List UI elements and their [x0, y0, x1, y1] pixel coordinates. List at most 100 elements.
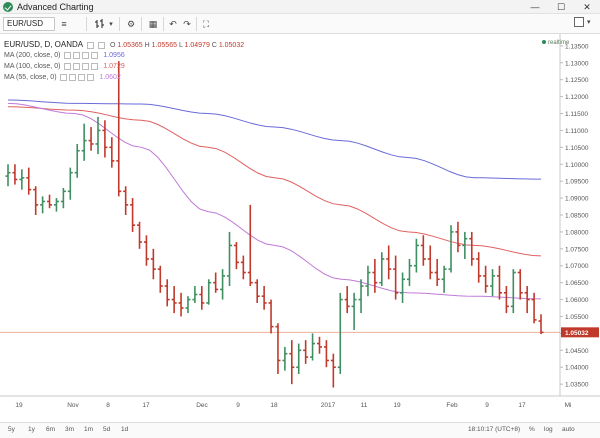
log-scale-button[interactable]: log	[544, 426, 553, 433]
redo-button[interactable]: ↷	[183, 19, 191, 29]
ohlc-bar	[67, 167, 73, 200]
maximize-button[interactable]: ☐	[556, 2, 566, 12]
ohlc-bar	[413, 238, 419, 273]
range-1d-button[interactable]: 1d	[121, 426, 129, 433]
interval-button[interactable]: ≡	[61, 19, 67, 29]
chart-toolbar: EUR/USD ≡ ▾ ⚙ ▦ ↶ ↷ ⛶ ▾	[0, 14, 600, 34]
ohlc-bar	[192, 286, 198, 303]
ohlc-bar	[150, 248, 156, 280]
price-chart[interactable]: 1.035001.040001.045001.050001.055001.060…	[0, 34, 600, 412]
symbol-title: EUR/USD, D, OANDA	[4, 40, 84, 49]
symbol-search-input[interactable]: EUR/USD	[3, 17, 55, 31]
layout-dropdown[interactable]: ▾	[587, 19, 591, 26]
ohlc-bar	[275, 323, 281, 375]
bar-style-dropdown[interactable]: ▾	[109, 21, 113, 28]
price-tick-label: 1.08500	[565, 213, 589, 220]
percent-scale-button[interactable]: %	[529, 426, 535, 433]
price-tick-label: 1.07500	[565, 246, 589, 253]
ohlc-bar	[164, 279, 170, 307]
ohlc-bar	[476, 252, 482, 283]
ma100-hide-toggle[interactable]	[64, 62, 72, 70]
ma55-hide-toggle[interactable]	[60, 73, 68, 81]
range-5y-button[interactable]: 5y	[8, 426, 15, 433]
ohlc-bar	[53, 198, 59, 212]
ma55-remove[interactable]	[78, 73, 86, 81]
ohlc-bar	[379, 252, 385, 287]
range-1m-button[interactable]: 1m	[84, 426, 94, 433]
ma100-remove[interactable]	[82, 62, 90, 70]
legend-main-row: EUR/USD, D, OANDA O 1.05365 H 1.05565 L …	[4, 39, 244, 50]
ohlc-bar	[448, 225, 454, 273]
auto-scale-button[interactable]: auto	[562, 426, 575, 433]
ma55-more[interactable]	[87, 73, 95, 81]
ohlc-bar	[130, 198, 136, 232]
ma200-more[interactable]	[91, 51, 99, 59]
ohlc-bar	[254, 279, 260, 303]
price-tick-label: 1.10000	[565, 162, 589, 169]
price-tick-label: 1.04500	[565, 348, 589, 355]
range-5d-button[interactable]: 5d	[103, 426, 111, 433]
ohlc-bar	[26, 167, 32, 195]
ma200-settings[interactable]	[73, 51, 81, 59]
time-tick-label: 18	[270, 402, 278, 409]
ohlc-bar	[206, 279, 212, 305]
price-tick-label: 1.12500	[565, 77, 589, 84]
low-key: L	[178, 42, 183, 49]
ohlc-bar	[157, 265, 163, 293]
ohlc-bar	[344, 286, 350, 314]
ohlc-bar	[33, 186, 39, 215]
high-value: 1.05565	[151, 42, 177, 49]
bar-chart-icon	[95, 19, 104, 28]
chart-area[interactable]: 1.035001.040001.045001.050001.055001.060…	[0, 34, 600, 412]
templates-button[interactable]: ▦	[148, 19, 158, 29]
ohlc-bar	[400, 272, 406, 303]
ohlc-bar	[427, 245, 433, 280]
range-6m-button[interactable]: 6m	[46, 426, 56, 433]
undo-button[interactable]: ↶	[169, 19, 177, 29]
ohlc-bar	[233, 242, 239, 270]
ohlc-bar	[406, 258, 412, 287]
ohlc-bar	[455, 221, 461, 253]
ma55-settings[interactable]	[69, 73, 77, 81]
ohlc-bar	[116, 61, 122, 197]
ohlc-bar	[19, 169, 25, 190]
ohlc-bar	[282, 346, 288, 371]
realtime-dot-icon	[542, 40, 546, 45]
ma200-remove[interactable]	[82, 51, 90, 59]
legend-settings-toggle[interactable]	[98, 41, 106, 49]
close-key: C	[211, 42, 217, 49]
bar-style-icon[interactable]	[93, 17, 107, 31]
ohlc-bar	[503, 286, 509, 314]
ma200-hide-toggle[interactable]	[64, 51, 72, 59]
ma55-line	[7, 102, 542, 300]
legend-eye-toggle[interactable]	[87, 41, 95, 49]
ohlc-bar	[261, 286, 267, 310]
price-tick-label: 1.10500	[565, 145, 589, 152]
ohlc-bar	[247, 204, 253, 287]
range-3m-button[interactable]: 3m	[65, 426, 75, 433]
range-1y-button[interactable]: 1y	[28, 426, 35, 433]
ohlc-bar	[531, 292, 537, 324]
legend-ma100: MA (100, close, 0) 1.0729	[4, 61, 244, 72]
low-value: 1.04979	[184, 42, 210, 49]
ma100-settings[interactable]	[73, 62, 81, 70]
time-tick-label: Mi	[565, 402, 572, 409]
settings-button[interactable]: ⚙	[126, 19, 136, 29]
ohlc-bar	[330, 353, 336, 388]
layout-button[interactable]	[574, 17, 584, 27]
price-tick-label: 1.13500	[565, 43, 589, 50]
legend-ma200: MA (200, close, 0) 1.0956	[4, 50, 244, 61]
ohlc-bar	[40, 196, 46, 214]
time-tick-label: 17	[518, 402, 526, 409]
ohlc-bar	[171, 286, 177, 314]
ohlc-bar	[213, 272, 219, 293]
price-tick-label: 1.04000	[565, 365, 589, 372]
fullscreen-button[interactable]: ⛶	[202, 19, 210, 29]
ma200-name: MA (200, close, 0)	[4, 52, 61, 59]
ohlc-bar	[5, 164, 11, 187]
minimize-button[interactable]: —	[530, 2, 540, 12]
close-button[interactable]: ✕	[583, 2, 591, 12]
ohlc-bar	[490, 269, 496, 297]
time-tick-label: Feb	[446, 402, 458, 409]
ma100-more[interactable]	[91, 62, 99, 70]
